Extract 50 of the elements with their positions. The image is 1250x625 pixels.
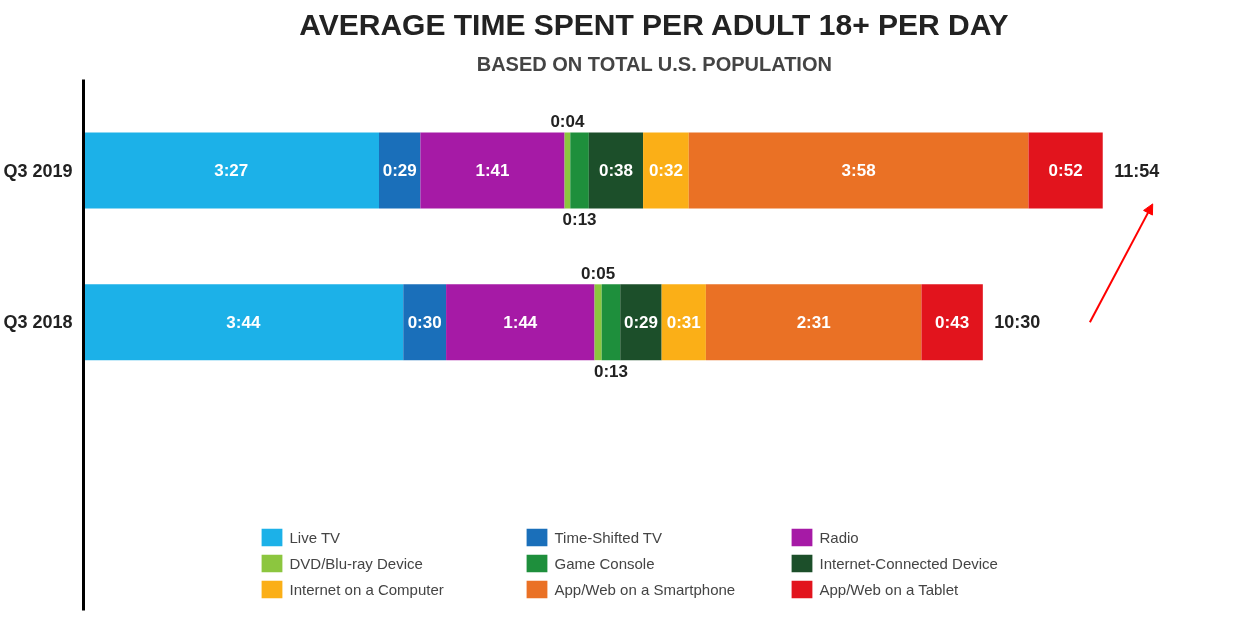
data-label: 0:13 bbox=[562, 209, 597, 229]
data-label: 0:32 bbox=[648, 161, 683, 181]
y-tick-label: Q3 2018 bbox=[3, 312, 73, 333]
data-label: 3:44 bbox=[226, 312, 261, 332]
bar bbox=[446, 284, 595, 361]
bar bbox=[83, 284, 404, 361]
y-tick-label: Q3 2019 bbox=[3, 160, 73, 181]
legend-label: Time-Shifted TV bbox=[554, 528, 664, 546]
data-label: 0:38 bbox=[598, 161, 633, 181]
bar bbox=[921, 284, 983, 361]
data-label: 0:29 bbox=[382, 161, 417, 181]
data-label: 0:13 bbox=[593, 361, 628, 381]
data-label: 3:58 bbox=[841, 161, 876, 181]
bar bbox=[378, 132, 421, 209]
bar bbox=[594, 284, 602, 361]
bar bbox=[620, 284, 662, 361]
legend-label: Internet on a Computer bbox=[289, 580, 445, 598]
bar bbox=[403, 284, 447, 361]
legend-label: App/Web on a Smartphone bbox=[554, 580, 737, 598]
total-label: 10:30 bbox=[994, 312, 1041, 333]
bar bbox=[83, 132, 379, 209]
total-label: 11:54 bbox=[1114, 160, 1160, 181]
legend-label: App/Web on a Tablet bbox=[819, 580, 960, 598]
data-label: 0:31 bbox=[666, 312, 701, 332]
bar bbox=[661, 284, 706, 361]
chart-subtitle: BASED ON TOTAL U.S. POPULATION bbox=[476, 52, 832, 75]
bar bbox=[570, 132, 589, 209]
bar bbox=[588, 132, 644, 209]
data-label: 0:29 bbox=[623, 312, 658, 332]
bar bbox=[688, 132, 1029, 209]
data-label: 0:04 bbox=[550, 112, 585, 132]
data-label: 3:27 bbox=[214, 161, 249, 181]
data-label: 0:30 bbox=[407, 312, 442, 332]
legend-label: Internet-Connected Device bbox=[819, 554, 999, 572]
bar bbox=[601, 284, 621, 361]
legend-label: Radio bbox=[819, 528, 860, 546]
data-label: 0:43 bbox=[935, 312, 970, 332]
bar bbox=[1028, 132, 1103, 209]
data-label: 2:31 bbox=[796, 312, 831, 332]
legend-label: DVD/Blu-ray Device bbox=[289, 554, 424, 572]
data-label: 1:41 bbox=[475, 161, 510, 181]
data-label: 0:05 bbox=[581, 263, 616, 283]
bar bbox=[705, 284, 922, 361]
bar bbox=[420, 132, 565, 209]
data-label: 0:52 bbox=[1048, 161, 1083, 181]
chart-title: AVERAGE TIME SPENT PER ADULT 18+ PER DAY bbox=[299, 7, 1009, 41]
legend-label: Live TV bbox=[289, 528, 342, 546]
data-label: 1:44 bbox=[503, 312, 538, 332]
bar bbox=[643, 132, 689, 209]
legend-label: Game Console bbox=[554, 554, 656, 572]
